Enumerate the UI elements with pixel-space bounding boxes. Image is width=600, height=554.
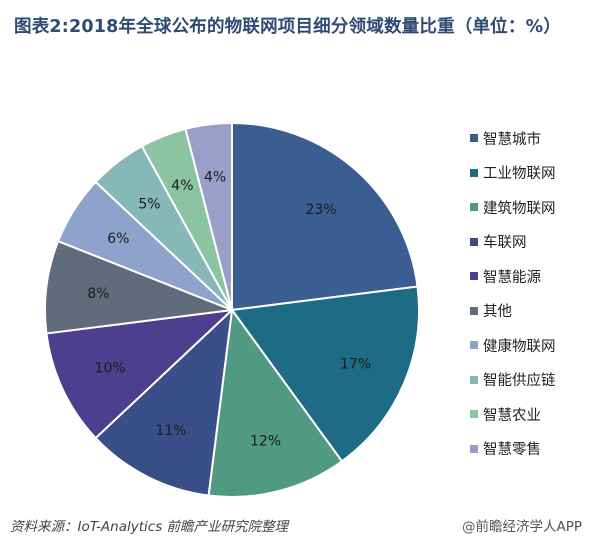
legend-label: 车联网 — [483, 235, 527, 251]
slice-value-label: 5% — [138, 197, 160, 213]
pie-slice-4 — [94, 307, 234, 497]
legend-item: 工业物联网 — [470, 163, 556, 183]
watermark-text: @前瞻经济学人APP — [461, 519, 582, 535]
legend-label: 智慧农业 — [483, 407, 541, 424]
legend-item: 其他 — [470, 301, 556, 321]
slice-value-label: 4% — [204, 169, 226, 185]
legend-label: 智能供应链 — [483, 373, 556, 389]
pie-slices — [44, 121, 421, 498]
legend-item: 健康物联网 — [470, 335, 556, 355]
legend-item: 车联网 — [470, 232, 556, 252]
slice-value-label: 12% — [250, 433, 281, 449]
slice-value-label: 11% — [155, 423, 186, 439]
slice-value-label: 4% — [171, 178, 193, 194]
legend-swatch — [470, 341, 478, 349]
pie-slice-10 — [184, 121, 233, 311]
legend-label: 智慧能源 — [483, 269, 541, 286]
legend-label: 健康物联网 — [483, 338, 556, 355]
pie-slice-1 — [231, 121, 419, 312]
slice-value-label: 10% — [95, 360, 126, 376]
legend-label: 其他 — [483, 304, 512, 320]
chart-legend: 智慧城市工业物联网建筑物联网车联网智慧能源其他健康物联网智能供应链智慧农业智慧零… — [470, 128, 556, 473]
legend-swatch — [470, 168, 478, 177]
slice-value-label: 8% — [87, 286, 109, 302]
legend-item: 智慧能源 — [470, 266, 556, 286]
legend-item: 智能供应链 — [470, 370, 556, 390]
pie-slice-5 — [45, 308, 235, 440]
legend-label: 智慧城市 — [483, 131, 541, 148]
source-note: 资料来源：IoT-Analytics 前瞻产业研究院整理 — [10, 519, 289, 535]
legend-label: 建筑物联网 — [483, 200, 556, 217]
chart-title: 图表2:2018年全球公布的物联网项目细分领域数量比重（单位：%） — [14, 17, 562, 37]
legend-swatch — [470, 203, 478, 211]
legend-item: 建筑物联网 — [470, 197, 556, 217]
legend-label: 智慧零售 — [483, 442, 541, 458]
pie-slice-6 — [44, 239, 233, 335]
pie-slice-3 — [207, 307, 344, 498]
legend-swatch — [470, 375, 478, 384]
legend-swatch — [470, 134, 478, 142]
legend-label: 工业物联网 — [483, 166, 556, 182]
legend-swatch — [470, 306, 478, 315]
pie-labels: 23% 17% 12% 11% 10% 8% 6% 5% 4% 4% — [87, 169, 371, 449]
legend-swatch — [470, 410, 478, 418]
pie-slice-2 — [230, 285, 421, 463]
slice-value-label: 17% — [340, 357, 371, 373]
legend-item: 智慧农业 — [470, 404, 556, 424]
legend-swatch — [470, 272, 478, 280]
legend-item: 智慧城市 — [470, 128, 556, 148]
slice-value-label: 23% — [305, 202, 336, 218]
legend-swatch — [470, 237, 478, 246]
slice-value-label: 6% — [107, 231, 129, 247]
legend-item: 智慧零售 — [470, 439, 556, 459]
legend-swatch — [470, 444, 478, 453]
